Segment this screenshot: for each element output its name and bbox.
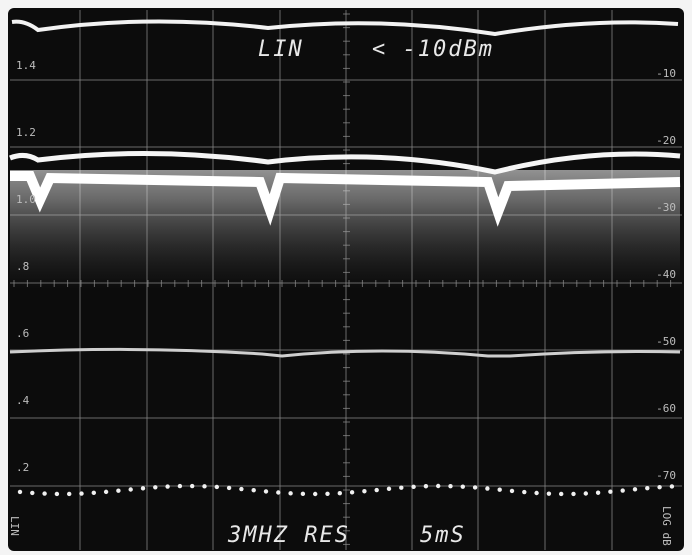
- dot: [91, 490, 97, 496]
- dot: [214, 484, 219, 490]
- scales: 1.4 1.2 1.0 .8 .6 .4 .2 -10 -20 -30 -40 -50 -60 -70: [16, 59, 676, 482]
- dot: [386, 486, 392, 492]
- right-scale-label: -50: [656, 335, 676, 348]
- trace-glow: [10, 170, 680, 290]
- dot: [349, 490, 355, 495]
- dot: [153, 485, 158, 490]
- dot: [657, 484, 662, 490]
- dot: [177, 483, 183, 489]
- dot: [140, 486, 146, 491]
- main-trace: [10, 171, 681, 227]
- right-scale-label: -10: [656, 67, 676, 80]
- dot: [103, 489, 109, 495]
- left-scale-label: 1.4: [16, 59, 36, 72]
- dot: [67, 491, 72, 497]
- left-corner-label: LIN: [8, 516, 21, 536]
- dot-trace: [17, 483, 675, 497]
- dot: [17, 489, 23, 495]
- mode-label: LIN: [258, 37, 304, 62]
- dot: [337, 491, 342, 496]
- dot: [620, 488, 625, 493]
- dot: [645, 485, 650, 491]
- right-scale-label: -60: [656, 402, 676, 415]
- dot: [399, 485, 404, 490]
- dot: [571, 491, 576, 497]
- right-scale-label: -70: [656, 469, 676, 482]
- dot: [460, 484, 465, 489]
- right-scale-label: -30: [656, 201, 676, 214]
- dot: [226, 485, 232, 491]
- dot: [116, 488, 121, 493]
- dot: [202, 484, 207, 489]
- dot: [436, 483, 441, 489]
- dot: [54, 491, 60, 497]
- dot: [522, 489, 527, 495]
- dot: [190, 483, 195, 489]
- dot: [42, 491, 47, 496]
- dot: [559, 491, 564, 497]
- dot: [423, 484, 429, 489]
- dot: [374, 487, 379, 493]
- dot: [509, 488, 515, 494]
- left-scale-label: 1.2: [16, 126, 36, 139]
- right-scale-label: -20: [656, 134, 676, 147]
- dot: [472, 485, 478, 490]
- lower-trace: [9, 347, 681, 358]
- top-trace: [11, 19, 679, 37]
- dot: [30, 490, 35, 496]
- dot: [362, 489, 367, 494]
- dot: [608, 489, 613, 494]
- dot: [595, 490, 601, 495]
- dot: [79, 491, 84, 496]
- dot: [534, 490, 539, 496]
- sweep-label: 5mS: [420, 523, 466, 548]
- dot: [313, 491, 318, 497]
- right-scale-label: -40: [656, 268, 676, 281]
- dot: [276, 490, 281, 495]
- resolution-label: 3MHZ RES: [227, 523, 350, 548]
- left-scale-label: .4: [16, 394, 30, 407]
- left-scale-label: .6: [16, 327, 29, 340]
- reference-label: < -10dBm: [372, 37, 494, 62]
- dot: [239, 486, 244, 492]
- left-scale-label: 1.0: [16, 193, 36, 206]
- dot: [411, 484, 416, 490]
- dot: [165, 484, 170, 489]
- right-corner-label: LOG dB: [660, 506, 673, 546]
- left-scale-label: .8: [16, 260, 29, 273]
- dot: [288, 491, 293, 496]
- dot: [128, 487, 133, 492]
- dot: [546, 491, 552, 496]
- left-scale-label: .2: [16, 461, 29, 474]
- dot: [448, 483, 453, 489]
- dot: [632, 487, 638, 492]
- dot: [251, 488, 256, 493]
- dot: [669, 484, 675, 489]
- dot: [263, 489, 269, 494]
- upper-trace: [9, 150, 681, 175]
- dot: [485, 486, 490, 491]
- dot: [300, 491, 306, 497]
- dot: [583, 491, 588, 496]
- dot: [325, 491, 330, 496]
- dot: [497, 487, 502, 492]
